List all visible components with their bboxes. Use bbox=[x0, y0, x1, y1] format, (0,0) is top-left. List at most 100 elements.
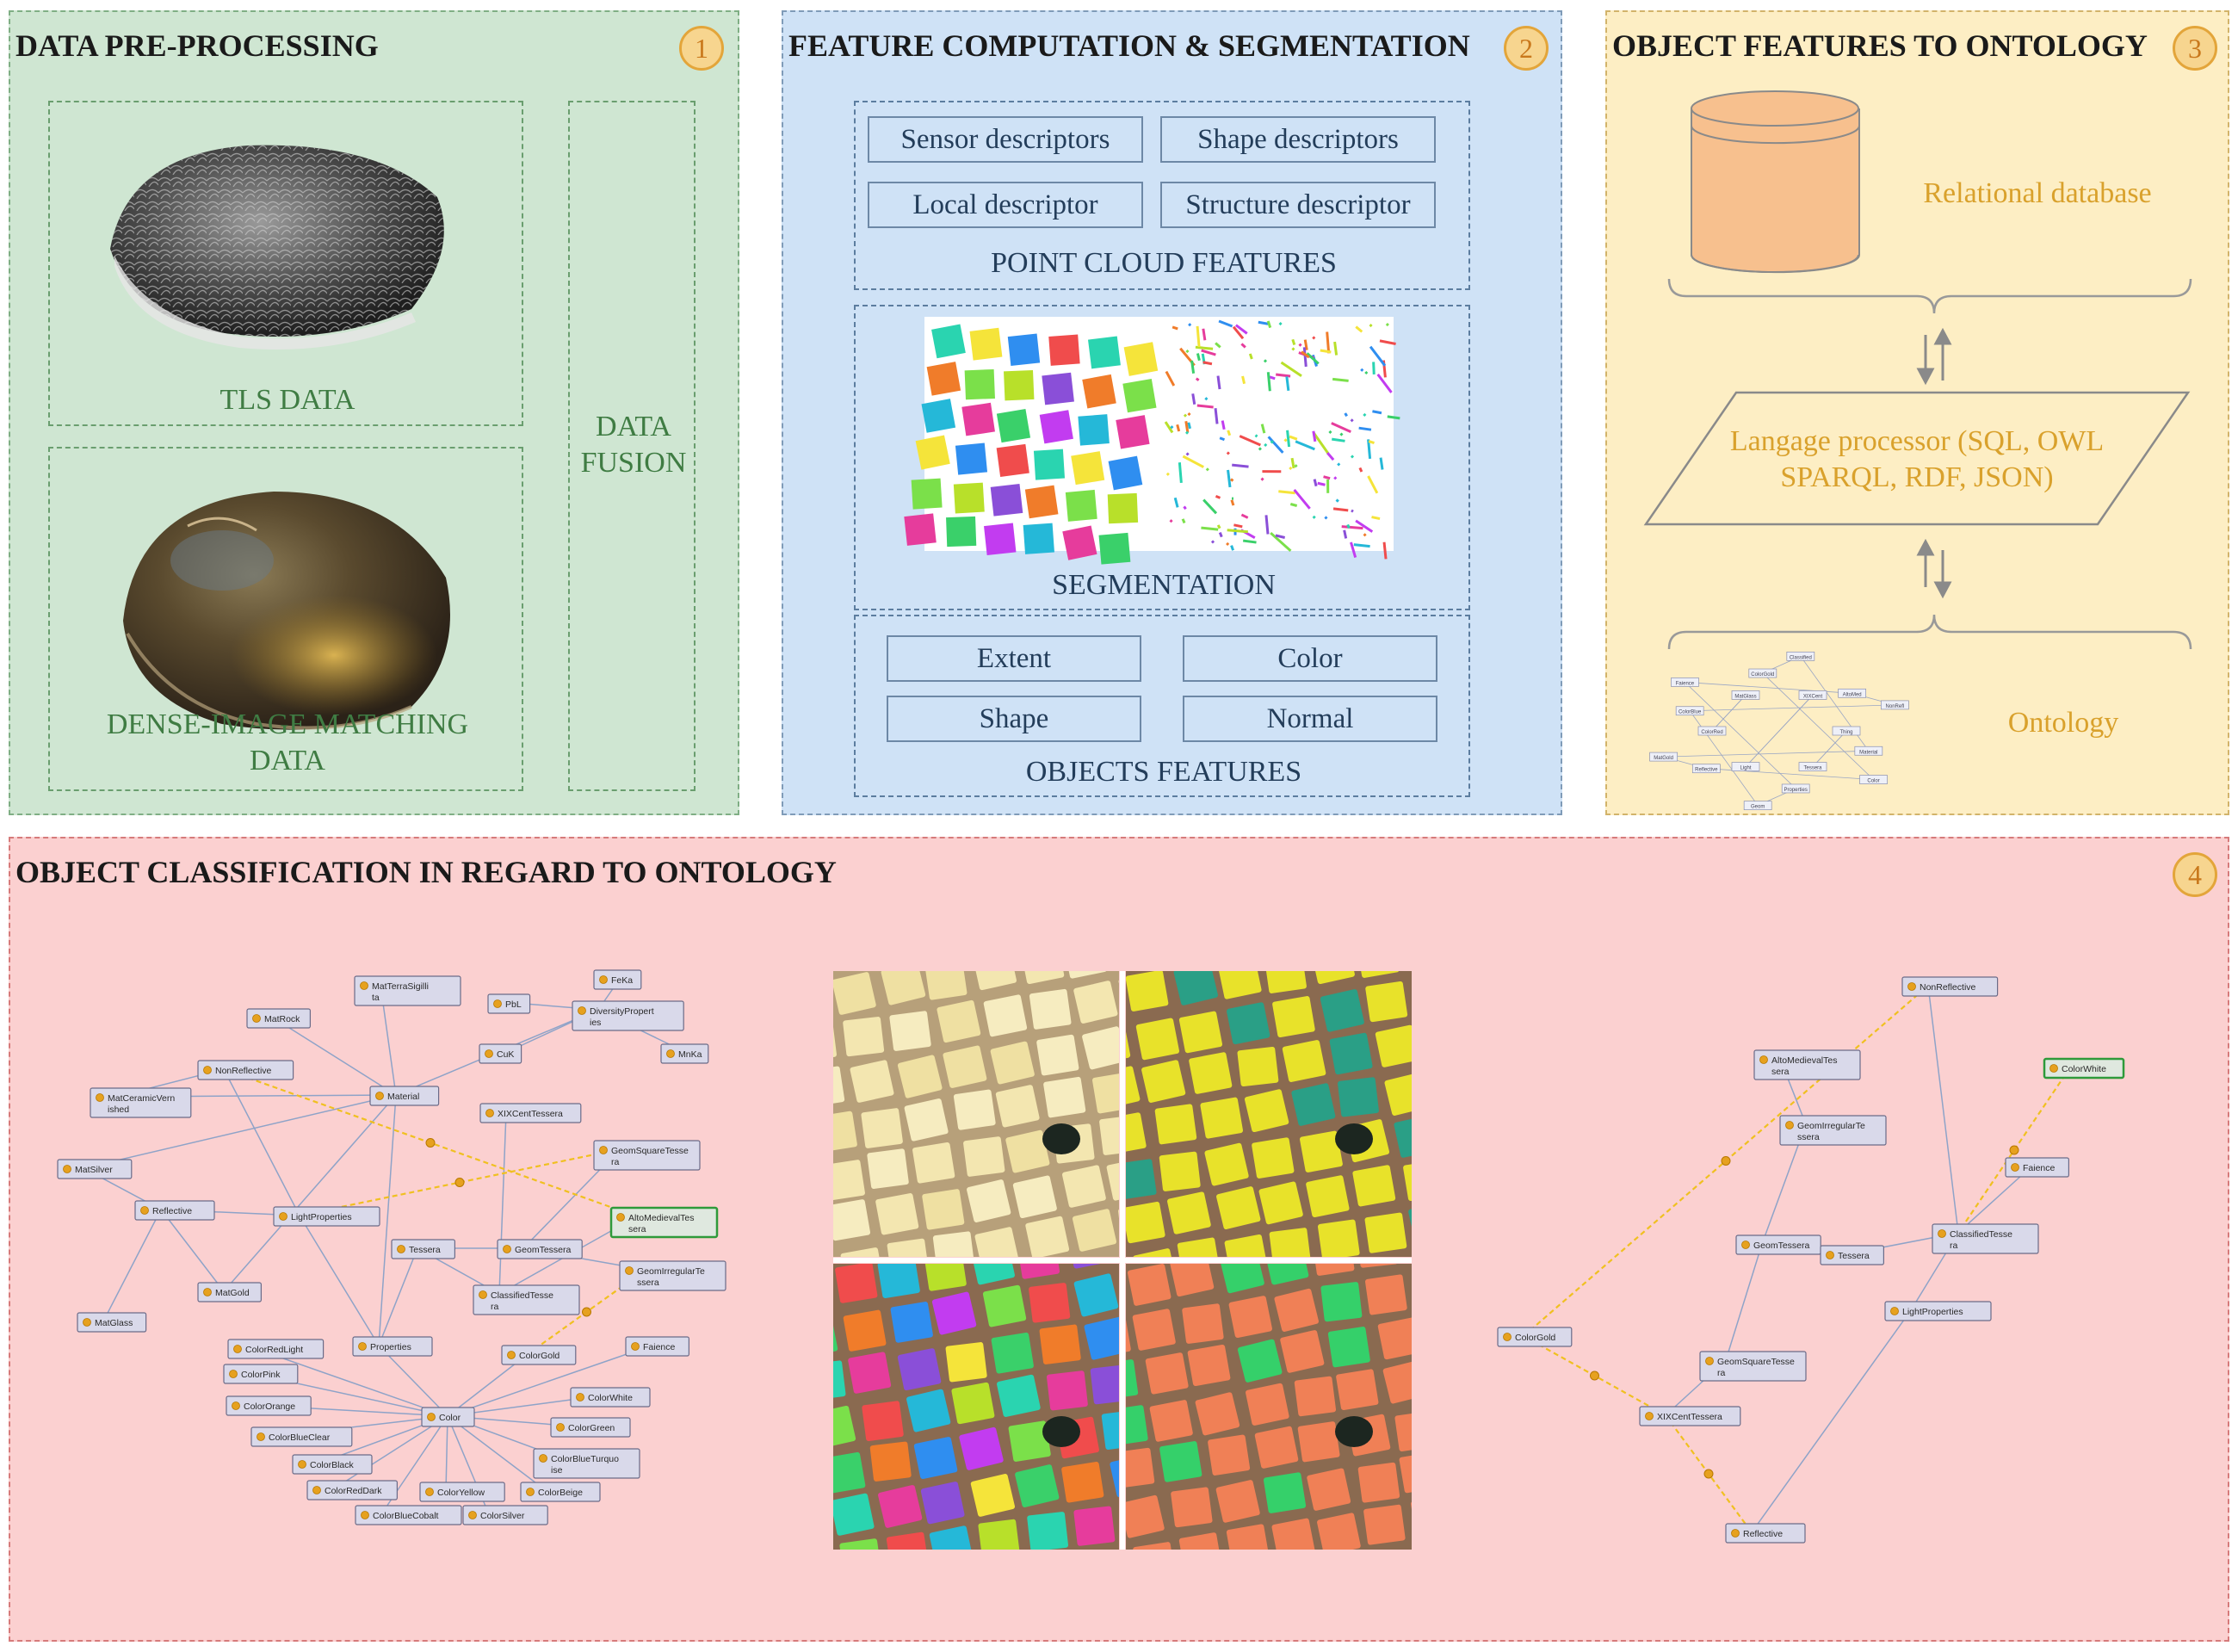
mosaic-tile bbox=[843, 1309, 887, 1352]
segment-edge bbox=[1227, 529, 1248, 534]
mosaic-tile bbox=[1135, 1018, 1180, 1061]
segment-edge bbox=[1290, 457, 1295, 469]
segment-tile bbox=[996, 443, 1029, 478]
mini-node: Properties bbox=[1781, 783, 1810, 794]
svg-text:ColorBlueCobalt: ColorBlueCobalt bbox=[373, 1511, 439, 1521]
mosaic-tile bbox=[833, 1451, 866, 1494]
mosaic-tile bbox=[1300, 1130, 1343, 1172]
segment-edge bbox=[1234, 324, 1248, 335]
segment-edge bbox=[1355, 325, 1363, 333]
mosaic-tile bbox=[833, 972, 876, 1015]
mosaic-tile bbox=[1244, 1089, 1289, 1133]
segment-edge bbox=[1275, 534, 1286, 539]
svg-text:ished: ished bbox=[108, 1104, 129, 1115]
segment-tile bbox=[953, 482, 985, 514]
step-badge-4: 4 bbox=[2173, 852, 2217, 897]
mosaic-tile bbox=[833, 1493, 875, 1536]
mosaic-tile bbox=[1365, 981, 1408, 1023]
segment-edge bbox=[1289, 503, 1298, 507]
segment-edge bbox=[1182, 455, 1204, 468]
mosaic-tile bbox=[1382, 1360, 1412, 1404]
svg-text:GeomIrregularTe: GeomIrregularTe bbox=[1797, 1121, 1865, 1131]
tls-data-box: TLS DATA bbox=[48, 101, 523, 426]
ontology-node: ColorYellow bbox=[419, 1482, 505, 1502]
mini-node: ColorRed bbox=[1697, 726, 1727, 736]
svg-text:ColorBeige: ColorBeige bbox=[538, 1488, 583, 1498]
segment-edge bbox=[1353, 543, 1370, 548]
segment-edge bbox=[1328, 430, 1332, 434]
mini-node: Faience bbox=[1671, 678, 1699, 687]
svg-text:LightProperties: LightProperties bbox=[1902, 1307, 1963, 1317]
mosaic-tile bbox=[913, 1437, 958, 1480]
svg-text:Reflective: Reflective bbox=[1695, 768, 1718, 773]
processor-line-2: SPARQL, RDF, JSON) bbox=[1780, 461, 2054, 493]
mosaic-tile bbox=[1171, 1487, 1213, 1528]
mosaic-tile bbox=[833, 1199, 871, 1241]
segment-tile bbox=[1033, 449, 1066, 480]
mosaic-tile bbox=[1046, 1370, 1088, 1411]
svg-text:ColorBlue: ColorBlue bbox=[1678, 710, 1702, 715]
mosaic-tile bbox=[1226, 1524, 1270, 1550]
mosaic-tile bbox=[1017, 1264, 1060, 1279]
segment-edge bbox=[1317, 481, 1326, 486]
mosaic-tile bbox=[990, 1041, 1035, 1085]
svg-text:AltoMed: AltoMed bbox=[1843, 692, 1862, 697]
mosaic-tile bbox=[1227, 1002, 1270, 1045]
segment-edge bbox=[1190, 360, 1196, 374]
mosaic-tile bbox=[1126, 971, 1169, 1012]
mini-edge bbox=[1812, 730, 1847, 767]
segment-tile bbox=[1007, 333, 1041, 366]
segment-tile bbox=[1108, 455, 1143, 491]
segment-edge bbox=[1312, 431, 1330, 455]
svg-text:ies: ies bbox=[590, 1018, 601, 1028]
ontology-node: ColorGold bbox=[1497, 1327, 1573, 1347]
segment-tile bbox=[1042, 372, 1074, 405]
mosaic-tile bbox=[937, 999, 981, 1043]
ontology-edge bbox=[1957, 1166, 2032, 1234]
segment-tile bbox=[1116, 415, 1150, 449]
mosaic-tile bbox=[1015, 1464, 1060, 1507]
mosaic-tile bbox=[971, 1264, 1015, 1285]
dense-image-matching-caption: DENSE-IMAGE MATCHING DATA bbox=[50, 707, 525, 779]
mosaic-tile bbox=[867, 1148, 909, 1189]
svg-text:GeomTessera: GeomTessera bbox=[1753, 1241, 1810, 1251]
mosaic-tile bbox=[1364, 1274, 1407, 1315]
panel-3-title: OBJECT FEATURES TO ONTOLOGY bbox=[1612, 28, 2148, 63]
mosaic-tile bbox=[1039, 1324, 1081, 1364]
ontology-node: Material bbox=[369, 1086, 440, 1106]
svg-text:ra: ra bbox=[611, 1157, 619, 1167]
segment-edge bbox=[1382, 541, 1388, 560]
segment-edge bbox=[1269, 375, 1276, 381]
database-icon bbox=[1691, 90, 1860, 274]
mosaic-tile bbox=[1269, 1228, 1311, 1257]
mosaic-tile bbox=[1101, 1409, 1119, 1451]
mosaic-tile bbox=[1126, 1159, 1157, 1200]
mosaic-tile bbox=[1027, 1512, 1069, 1550]
ontology-node: ColorBlack bbox=[292, 1454, 373, 1475]
mosaic-tile bbox=[1252, 1137, 1295, 1179]
mosaic-tile bbox=[1072, 1209, 1116, 1252]
svg-text:Color: Color bbox=[439, 1413, 461, 1423]
segment-edge bbox=[1195, 377, 1200, 381]
segment-edge bbox=[1363, 412, 1367, 417]
segment-edge bbox=[1291, 347, 1295, 351]
segment-edge bbox=[1331, 422, 1351, 434]
segment-tile bbox=[931, 324, 966, 359]
mini-node: NonRefl bbox=[1881, 700, 1909, 710]
mosaic-tile bbox=[1228, 1296, 1272, 1339]
segment-edge bbox=[1191, 393, 1196, 405]
ontology-node: Tessera bbox=[391, 1239, 456, 1259]
svg-text:MatGlass: MatGlass bbox=[95, 1318, 133, 1328]
segment-edge bbox=[1337, 462, 1341, 467]
mosaic-tile bbox=[1008, 1420, 1051, 1462]
mosaic-tile bbox=[1291, 1083, 1336, 1126]
mosaic-tile bbox=[1208, 1434, 1251, 1476]
segment-edge bbox=[1332, 507, 1349, 512]
mini-node: Classified bbox=[1786, 651, 1815, 661]
ontology-mini-graph: Thing Material Color Tessera Properties Geom L… bbox=[1649, 651, 1909, 811]
ontology-node: Faience bbox=[2005, 1157, 2070, 1178]
mosaic-tile bbox=[1399, 1451, 1412, 1494]
